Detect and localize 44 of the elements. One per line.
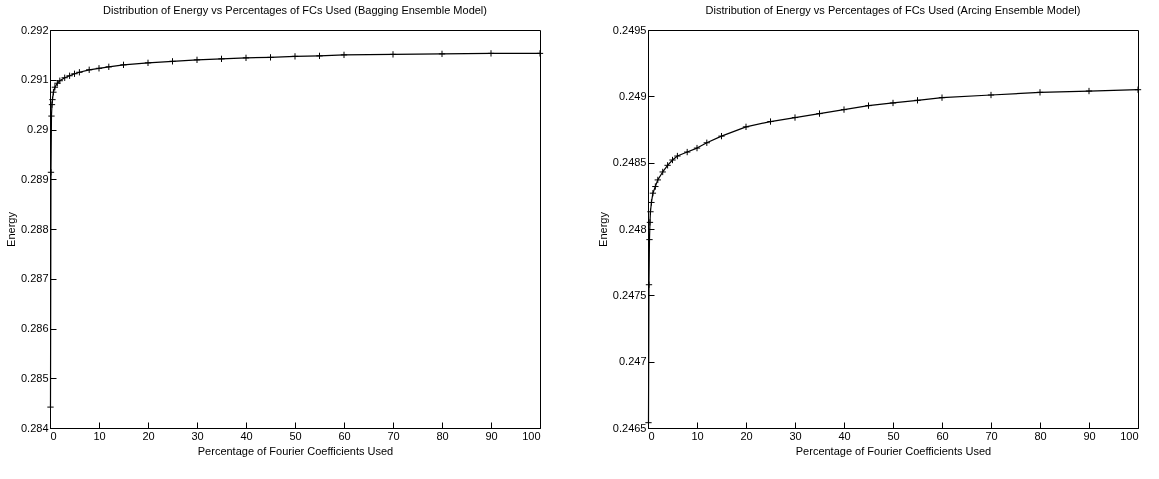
- y-axis-title: Energy: [4, 211, 17, 247]
- x-tick-label: 10: [691, 429, 704, 442]
- x-tick-label: 50: [289, 429, 302, 442]
- x-tick-label: 70: [985, 429, 998, 442]
- y-tick-label: 0.249: [618, 89, 647, 102]
- x-tick-label: 40: [838, 429, 851, 442]
- y-tick-label: 0.248: [618, 222, 647, 235]
- x-tick-label: 70: [387, 429, 400, 442]
- y-tick-label: 0.2485: [612, 156, 647, 169]
- y-tick-label: 0.291: [20, 73, 49, 86]
- y-tick-label: 0.2475: [612, 288, 647, 301]
- x-tick-label: 40: [240, 429, 253, 442]
- y-tick-label: 0.247: [618, 355, 647, 368]
- x-tick-label: 80: [1034, 429, 1047, 442]
- x-tick-label: 30: [191, 429, 204, 442]
- y-axis-title: Energy: [596, 211, 609, 247]
- x-tick-label: 20: [740, 429, 753, 442]
- x-tick-label: 80: [436, 429, 449, 442]
- x-tick-label: 90: [485, 429, 498, 442]
- chart-title: Distribution of Energy vs Percentages of FCs Used (Bagging Ensemble Model): [103, 4, 487, 16]
- y-tick-label: 0.287: [20, 272, 49, 285]
- x-tick-label: 100: [522, 429, 541, 442]
- y-tick-label: 0.288: [20, 222, 49, 235]
- y-tick-label: 0.2465: [612, 421, 647, 434]
- x-tick-label: 0: [648, 429, 655, 442]
- y-tick-label: 0.2495: [612, 23, 647, 36]
- y-tick-label: 0.289: [20, 172, 49, 185]
- y-tick-label: 0.29: [27, 123, 49, 135]
- x-tick-label: 90: [1083, 429, 1096, 442]
- y-tick-label: 0.284: [20, 421, 49, 434]
- y-tick-label: 0.286: [20, 322, 49, 334]
- x-axis-title: Percentage of Fourier Coefficients Used: [197, 444, 394, 457]
- y-tick-label: 0.292: [20, 23, 49, 36]
- chart-title: Distribution of Energy vs Percentages of FCs Used (Arcing Ensemble Model): [705, 4, 1081, 16]
- x-tick-label: 60: [338, 429, 351, 442]
- x-tick-label: 30: [789, 429, 802, 442]
- x-tick-label: 20: [142, 429, 155, 442]
- x-tick-label: 50: [887, 429, 900, 442]
- x-axis-title: Percentage of Fourier Coefficients Used: [795, 444, 992, 457]
- x-tick-label: 100: [1120, 429, 1139, 442]
- x-tick-label: 60: [936, 429, 949, 442]
- x-tick-label: 0: [50, 429, 57, 442]
- x-tick-label: 10: [93, 429, 106, 442]
- y-tick-label: 0.285: [20, 371, 49, 384]
